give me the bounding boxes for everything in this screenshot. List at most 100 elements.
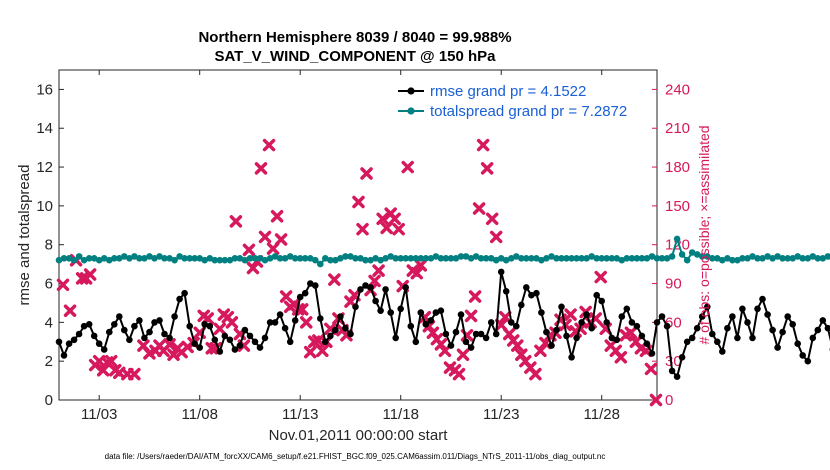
obs-assimilated-marker xyxy=(464,309,478,323)
spread-marker xyxy=(734,256,741,264)
spread-marker xyxy=(65,254,73,262)
y-right-tick-label: 210 xyxy=(665,120,690,137)
obs-assimilated-marker xyxy=(63,304,77,317)
spread-marker xyxy=(312,256,319,264)
rmse-marker xyxy=(317,315,324,322)
spread-marker xyxy=(377,256,384,264)
rmse-marker xyxy=(508,319,515,326)
rmse-marker xyxy=(447,342,455,349)
chart-title-line1: Northern Hemisphere 8039 / 8040 = 99.988… xyxy=(198,29,511,46)
rmse-marker xyxy=(523,284,530,291)
rmse-marker xyxy=(467,344,475,351)
legend-spread-label: totalspread grand pr = 7.2872 xyxy=(430,103,627,120)
rmse-marker xyxy=(588,324,595,332)
rmse-marker xyxy=(221,332,229,340)
rmse-marker xyxy=(251,338,259,346)
rmse-marker xyxy=(744,319,751,326)
rmse-marker xyxy=(729,313,736,320)
spread-marker xyxy=(166,254,173,262)
spread-marker xyxy=(286,253,294,260)
spread-marker xyxy=(176,253,183,260)
rmse-marker xyxy=(226,336,234,344)
spread-marker xyxy=(658,254,666,262)
obs-assimilated-marker xyxy=(456,348,470,361)
rmse-marker xyxy=(362,282,369,289)
rmse-marker xyxy=(422,321,430,328)
spread-marker xyxy=(704,253,711,260)
rmse-marker xyxy=(704,303,711,311)
spread-marker xyxy=(538,256,545,264)
rmse-marker xyxy=(462,338,470,346)
y-left-tick-label: 16 xyxy=(36,81,53,98)
spread-marker xyxy=(673,235,681,243)
rmse-marker xyxy=(181,289,188,297)
spread-marker xyxy=(412,254,420,262)
spread-marker xyxy=(513,253,520,260)
spread-marker xyxy=(628,254,636,262)
y-left-tick-label: 10 xyxy=(36,198,53,215)
spread-marker xyxy=(613,254,621,262)
spread-marker xyxy=(95,256,103,264)
obs-assimilated-marker xyxy=(594,270,607,284)
spread-marker xyxy=(583,254,590,262)
rmse-marker xyxy=(824,324,830,332)
spread-marker xyxy=(327,256,334,264)
y-right-tick-label: 240 xyxy=(665,81,690,98)
spread-marker xyxy=(90,254,98,262)
spread-marker xyxy=(603,254,610,262)
rmse-marker xyxy=(799,352,806,359)
rmse-marker xyxy=(357,286,364,293)
rmse-marker xyxy=(95,340,103,348)
spread-marker xyxy=(266,254,274,262)
spread-marker xyxy=(764,253,771,260)
spread-marker xyxy=(528,254,535,262)
spread-marker xyxy=(638,254,646,262)
spread-marker xyxy=(492,256,500,264)
spread-marker xyxy=(106,256,113,264)
legend-rmse-label: rmse grand pr = 4.1522 xyxy=(430,83,586,100)
rmse-marker xyxy=(291,317,299,324)
rmse-marker xyxy=(100,346,108,353)
obs-assimilated-marker xyxy=(270,209,284,223)
y-right-tick-label: 180 xyxy=(665,159,690,176)
spread-marker xyxy=(457,253,465,260)
rmse-marker xyxy=(75,330,83,338)
obs-assimilated-marker xyxy=(534,344,547,358)
spread-marker xyxy=(729,256,736,264)
rmse-marker xyxy=(241,326,249,334)
spread-marker xyxy=(543,254,550,262)
rmse-marker xyxy=(437,307,445,315)
rmse-marker xyxy=(769,326,776,334)
spread-marker xyxy=(663,254,671,262)
rmse-marker xyxy=(734,334,741,342)
y-right-tick-label: 30 xyxy=(665,353,682,370)
spread-marker xyxy=(648,253,656,260)
rmse-marker xyxy=(151,319,158,326)
rmse-marker xyxy=(538,309,545,316)
obs-assimilated-marker xyxy=(360,167,373,180)
rmse-marker xyxy=(191,340,198,348)
obs-assimilated-marker xyxy=(262,138,276,152)
rmse-marker xyxy=(543,328,550,336)
rmse-marker xyxy=(608,334,616,342)
spread-marker xyxy=(301,254,309,262)
obs-assimilated-marker xyxy=(401,160,414,174)
spread-marker xyxy=(226,256,234,264)
obs-assimilated-marker xyxy=(83,268,97,281)
x-tick-label: 11/03 xyxy=(81,406,117,423)
spread-marker xyxy=(196,254,203,262)
spread-marker xyxy=(593,254,600,262)
obs-assimilated-marker xyxy=(511,339,524,352)
y-left-tick-label: 8 xyxy=(45,237,53,254)
rmse-marker xyxy=(739,305,746,313)
x-tick-label: 11/18 xyxy=(382,406,418,423)
spread-marker xyxy=(251,254,259,262)
x-axis-label: Nov.01,2011 00:00:00 start xyxy=(269,427,449,444)
rmse-marker xyxy=(764,311,771,318)
spread-marker xyxy=(276,254,284,262)
spread-marker xyxy=(362,256,369,264)
rmse-marker xyxy=(307,280,314,287)
rmse-marker xyxy=(603,319,610,326)
rmse-marker xyxy=(141,334,148,342)
rmse-marker xyxy=(658,313,666,320)
